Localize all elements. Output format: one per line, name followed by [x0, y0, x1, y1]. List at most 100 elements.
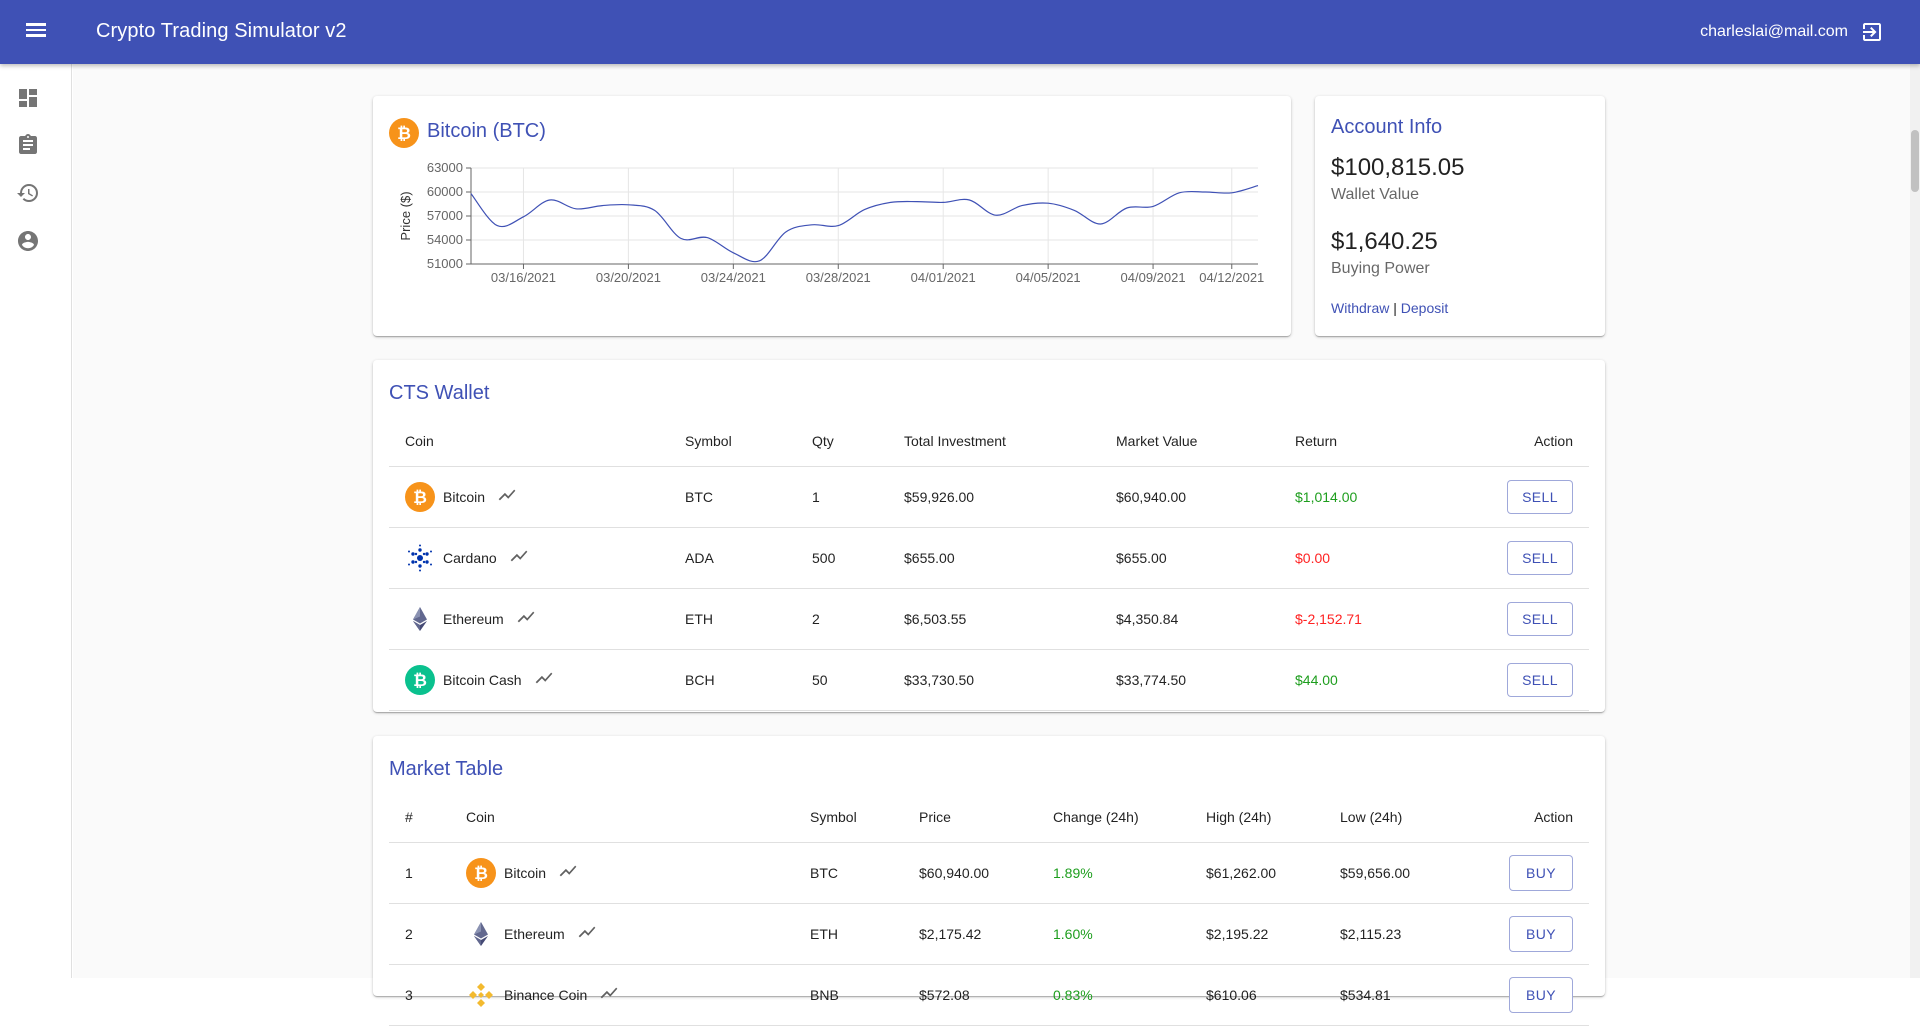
column-header: Symbol [810, 808, 857, 825]
buy-button[interactable]: BUY [1509, 854, 1573, 891]
coin-low: $2,115.23 [1340, 925, 1402, 942]
coin-qty: 2 [812, 610, 820, 627]
column-header: Return [1295, 432, 1338, 449]
dashboard-icon[interactable] [16, 86, 40, 110]
trending-icon[interactable] [534, 668, 554, 691]
return-value: $44.00 [1295, 671, 1338, 688]
market-value: $33,774.50 [1116, 671, 1187, 688]
table-row: Cardano ADA 500 $655.00 $655.00 $0.00 SE… [389, 527, 1589, 588]
coin-price: $572.08 [919, 986, 970, 1003]
scrollbar[interactable] [1910, 64, 1920, 978]
link-separator: | [1393, 300, 1397, 316]
coin-qty: 1 [812, 488, 820, 505]
coin-symbol: BTC [685, 488, 713, 505]
x-tick-label: 03/24/2021 [701, 270, 766, 285]
cardano-icon [405, 544, 435, 571]
coin-name: Ethereum [504, 925, 565, 942]
x-tick-label: 04/01/2021 [911, 270, 976, 285]
bitcoin-cash-icon: ₿ [405, 664, 435, 695]
price-line-chart: 51000 54000 57000 60000 63000 03/16/2021 03/20… [398, 160, 1264, 285]
coin-qty: 500 [812, 549, 836, 566]
svg-text:₿: ₿ [397, 124, 411, 143]
y-tick-label: 63000 [427, 160, 463, 175]
table-row: 1 ₿ Bitcoin BTC $60,940.00 1.89% $61,262.… [389, 842, 1589, 903]
coin-name: Cardano [443, 549, 497, 566]
price-series-line [470, 185, 1259, 263]
coin-low: $59,656.00 [1340, 864, 1411, 881]
wallet-card: CTS Wallet Coin Symbol Qty Total Investm… [373, 360, 1605, 712]
trending-icon[interactable] [577, 922, 597, 945]
coin-high: $610.06 [1206, 986, 1257, 1003]
coin-symbol: BNB [810, 986, 839, 1003]
app-title: Crypto Trading Simulator v2 [96, 20, 347, 42]
trending-icon[interactable] [497, 485, 517, 508]
buying-power: $1,640.25 [1331, 228, 1438, 255]
market-header-row: # Coin Symbol Price Change (24h) High (2… [389, 792, 1589, 842]
withdraw-link[interactable]: Withdraw [1331, 300, 1390, 316]
x-tick-label: 03/28/2021 [806, 270, 871, 285]
sidebar [0, 64, 72, 978]
y-tick-label: 60000 [427, 184, 463, 199]
column-header: Coin [466, 808, 495, 825]
trending-icon[interactable] [516, 607, 536, 630]
market-value: $655.00 [1116, 549, 1167, 566]
coin-name: Binance Coin [504, 986, 588, 1003]
column-header: High (24h) [1206, 808, 1272, 825]
chart-card-title: Bitcoin (BTC) [427, 120, 546, 142]
coin-symbol: ETH [685, 610, 713, 627]
coin-change: 0.83% [1053, 986, 1093, 1003]
table-row: ₿ Bitcoin Cash BCH 50 $33,730.50 $33,774.… [389, 649, 1589, 710]
menu-icon[interactable] [20, 20, 52, 44]
y-axis-label: Price ($) [398, 191, 413, 240]
account-circle-icon[interactable] [16, 229, 40, 253]
bitcoin-icon: ₿ [405, 481, 435, 512]
y-tick-label: 51000 [427, 256, 463, 271]
coin-name: Bitcoin Cash [443, 671, 522, 688]
svg-text:₿: ₿ [413, 671, 427, 690]
column-header: Price [919, 808, 951, 825]
bitcoin-icon: ₿ [466, 857, 496, 888]
history-icon[interactable] [16, 181, 40, 205]
wallet-table: Coin Symbol Qty Total Investment Market … [389, 416, 1589, 711]
coin-rank: 3 [405, 986, 413, 1003]
coin-price: $2,175.42 [919, 925, 982, 942]
coin-rank: 1 [405, 864, 413, 881]
wallet-value-label: Wallet Value [1331, 186, 1420, 203]
user-email: charleslai@mail.com [1700, 23, 1848, 40]
logout-icon[interactable] [1860, 20, 1884, 44]
column-header: Coin [405, 432, 434, 449]
column-header: Action [1534, 432, 1573, 449]
buy-button[interactable]: BUY [1509, 915, 1573, 952]
buy-button[interactable]: BUY [1509, 976, 1573, 1013]
sell-button[interactable]: SELL [1507, 601, 1573, 636]
column-header: Symbol [685, 432, 732, 449]
coin-symbol: ETH [810, 925, 838, 942]
total-investment: $33,730.50 [904, 671, 975, 688]
app-bar: Crypto Trading Simulator v2 charleslai@m… [0, 0, 1920, 64]
sell-button[interactable]: SELL [1507, 662, 1573, 697]
coin-symbol: ADA [685, 549, 714, 566]
wallet-header-row: Coin Symbol Qty Total Investment Market … [389, 416, 1589, 466]
sell-button[interactable]: SELL [1507, 479, 1573, 514]
coin-name: Ethereum [443, 610, 504, 627]
coin-rank: 2 [405, 925, 413, 942]
market-table: # Coin Symbol Price Change (24h) High (2… [389, 792, 1589, 1026]
coin-low: $534.81 [1340, 986, 1391, 1003]
account-info-title: Account Info [1331, 116, 1443, 138]
clipboard-icon[interactable] [16, 133, 40, 157]
trending-icon[interactable] [599, 983, 619, 1006]
y-tick-label: 54000 [427, 232, 463, 247]
svg-text:₿: ₿ [474, 864, 488, 883]
deposit-link[interactable]: Deposit [1400, 300, 1449, 316]
scrollbar-thumb[interactable] [1911, 130, 1919, 192]
total-investment: $6,503.55 [904, 610, 967, 627]
trending-icon[interactable] [509, 546, 529, 569]
return-value: $0.00 [1295, 549, 1331, 566]
market-table-title: Market Table [389, 758, 504, 780]
buying-power-label: Buying Power [1331, 260, 1430, 277]
trending-icon[interactable] [558, 861, 578, 884]
table-row: 2 Ethereum ETH $2,175.42 1.60% $2,195.22… [389, 903, 1589, 964]
sell-button[interactable]: SELL [1507, 540, 1573, 575]
coin-qty: 50 [812, 671, 828, 688]
account-info-card: Account Info $100,815.05 Wallet Value $1… [1315, 96, 1605, 336]
